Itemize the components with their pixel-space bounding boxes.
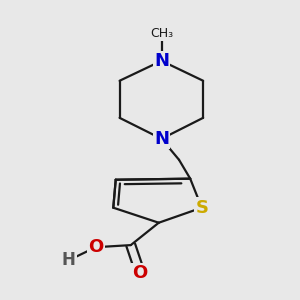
Text: N: N — [154, 52, 169, 70]
Text: CH₃: CH₃ — [150, 27, 173, 40]
Text: S: S — [195, 199, 208, 217]
Text: H: H — [62, 251, 76, 269]
Text: O: O — [88, 238, 103, 256]
Text: O: O — [133, 264, 148, 282]
Text: N: N — [154, 130, 169, 148]
